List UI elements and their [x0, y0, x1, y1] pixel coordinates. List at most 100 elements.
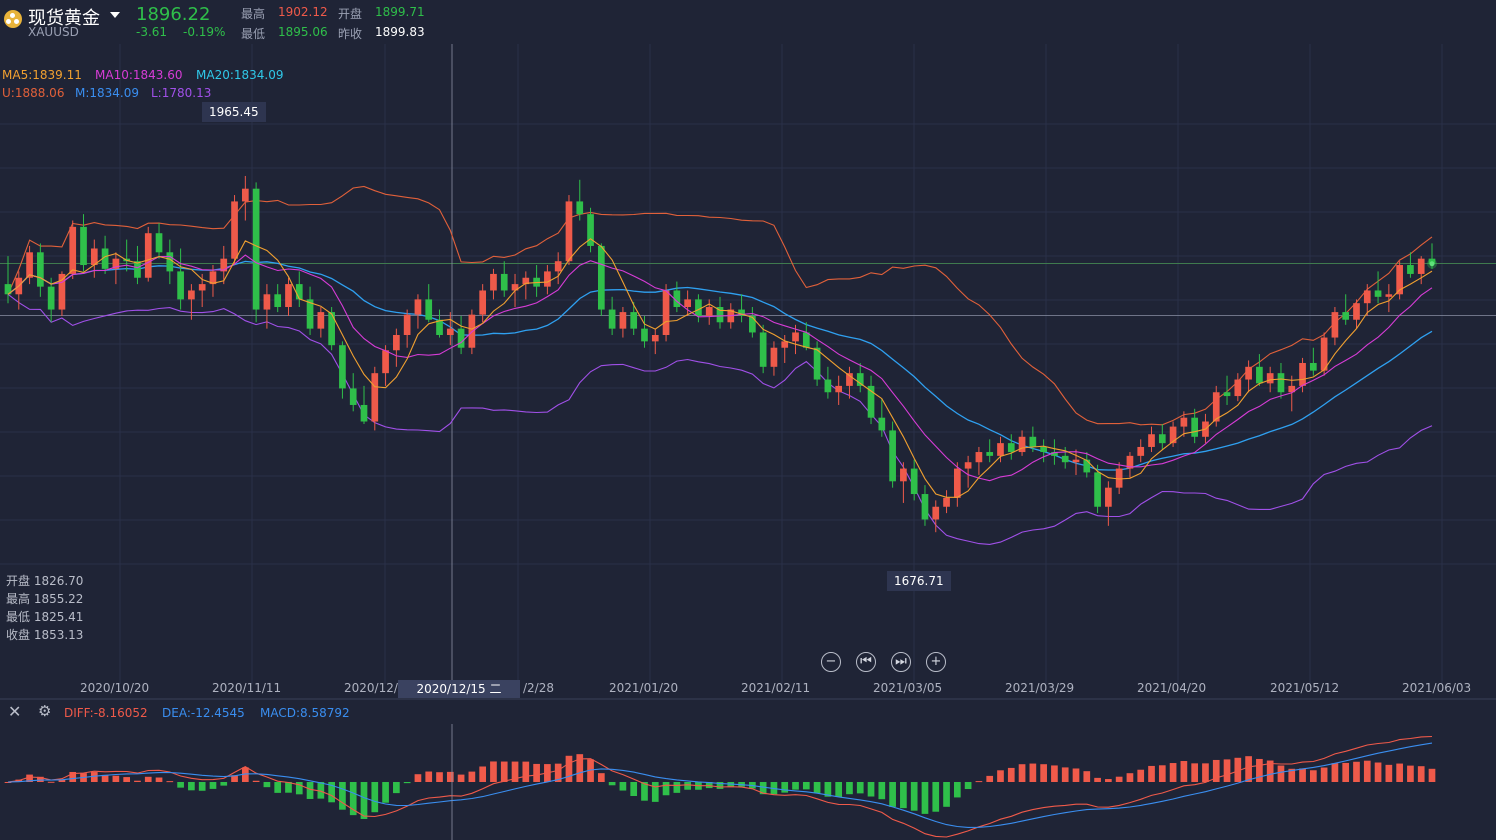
candle-body: [1245, 366, 1252, 380]
candle-body: [1277, 373, 1285, 393]
close-icon[interactable]: ✕: [8, 702, 22, 721]
zoom-in-button[interactable]: +: [926, 652, 946, 672]
candle-body: [80, 226, 87, 266]
macd-bar: [641, 782, 648, 801]
macd-bar: [479, 766, 487, 782]
step-forward-button[interactable]: ⏭: [891, 652, 911, 672]
x-tick-label: 2021/04/20: [1137, 681, 1207, 695]
candle-body: [900, 468, 907, 482]
candle-body: [90, 248, 98, 266]
candle-body: [414, 299, 422, 315]
ma10-legend: MA10:1843.60: [95, 68, 183, 82]
candle-body: [1266, 373, 1274, 384]
boll-upper-legend: U:1888.06: [2, 86, 65, 100]
macd-bar: [468, 771, 476, 782]
macd-bar: [1051, 765, 1058, 782]
candle-body: [101, 248, 109, 269]
x-tick-label: 2021/05/12: [1270, 681, 1340, 695]
macd-bar: [1072, 768, 1080, 782]
candle-body: [457, 328, 465, 348]
candle-body: [1288, 385, 1296, 393]
candle-body: [252, 188, 260, 310]
candle-body: [953, 468, 961, 498]
instrument-name[interactable]: 现货黄金: [28, 8, 100, 29]
macd-bar: [889, 782, 896, 807]
zoom-out-button[interactable]: −: [821, 652, 841, 672]
candle-body: [824, 379, 832, 393]
macd-bar: [565, 755, 573, 782]
chevron-down-icon[interactable]: [110, 12, 120, 18]
ohlc-high: 最高 1855.22: [6, 592, 84, 606]
macd-bar: [414, 774, 422, 782]
macd-bar: [134, 780, 141, 782]
macd-bar: [1266, 760, 1274, 782]
candle-body: [975, 452, 983, 463]
candle-body: [544, 271, 551, 287]
macd-bar: [1353, 761, 1360, 782]
macd-bar: [1407, 765, 1414, 782]
candle-body: [630, 312, 638, 329]
min-price-marker: 1676.71: [887, 571, 951, 591]
candle-body: [770, 347, 778, 367]
candle-body: [295, 284, 303, 300]
macd-bar: [856, 782, 864, 794]
candle-body: [856, 373, 864, 386]
macd-bar: [1007, 767, 1015, 782]
macd-bar: [1126, 773, 1134, 782]
macd-bar: [457, 774, 465, 782]
ohlc-close: 收盘 1853.13: [6, 628, 84, 642]
candle-body: [1417, 258, 1425, 274]
candle-body: [198, 284, 206, 291]
candle-body: [910, 468, 918, 495]
macd-bar: [339, 782, 346, 810]
candle-body: [641, 328, 648, 342]
candle-body: [1007, 443, 1015, 453]
ohlc-low: 最低 1825.41: [6, 610, 84, 624]
high-label: 最高: [241, 7, 266, 21]
low-label: 最低: [241, 27, 266, 41]
quote-header: 现货黄金 XAUUSD 1896.22 -3.61 -0.19% 最高 1902…: [0, 0, 1496, 44]
macd-bar: [306, 782, 314, 799]
candle-body: [522, 277, 530, 285]
macd-bar: [1094, 777, 1101, 782]
macd-bar: [1115, 776, 1123, 782]
macd-bar: [198, 782, 206, 791]
candle-body: [177, 271, 184, 300]
open-value: 1899.71: [375, 5, 425, 19]
candle-body: [1137, 446, 1145, 456]
x-tick-label: 2020/12/: [344, 681, 398, 695]
boll-mid-legend: M:1834.09: [75, 86, 140, 100]
macd-bar: [662, 782, 670, 796]
macd-diff-line: [7, 735, 1433, 838]
candle-body: [1126, 455, 1134, 469]
candle-body: [274, 294, 282, 308]
macd-bar: [1223, 759, 1231, 782]
candle-body: [716, 307, 724, 323]
candle-body: [932, 506, 940, 520]
macd-bar: [1180, 761, 1188, 782]
price-change: -3.61: [136, 25, 168, 39]
gold-logo-icon: [4, 10, 22, 28]
macd-bar: [964, 782, 972, 790]
candle-body: [1256, 366, 1263, 384]
candle-body: [1051, 452, 1058, 456]
candle-body: [792, 332, 799, 342]
gear-icon[interactable]: ⚙: [38, 702, 52, 720]
macd-bar: [1234, 757, 1242, 782]
candle-body: [241, 188, 249, 202]
candle-body: [58, 273, 66, 310]
prev-close-value: 1899.83: [375, 25, 425, 39]
macd-bar: [1061, 767, 1069, 782]
step-back-button[interactable]: ⏮: [856, 652, 876, 672]
candle-body: [1212, 392, 1220, 422]
macd-chart[interactable]: [0, 724, 1496, 840]
macd-bar: [1396, 763, 1403, 782]
macd-bar: [1363, 760, 1371, 782]
macd-bar: [1428, 768, 1436, 782]
price-change-pct: -0.19%: [183, 25, 226, 39]
candle-body: [1180, 417, 1188, 427]
macd-bar: [1320, 767, 1328, 782]
candlestick-chart[interactable]: [0, 44, 1496, 700]
last-price: 1896.22: [136, 4, 211, 25]
macd-bar: [900, 782, 907, 809]
